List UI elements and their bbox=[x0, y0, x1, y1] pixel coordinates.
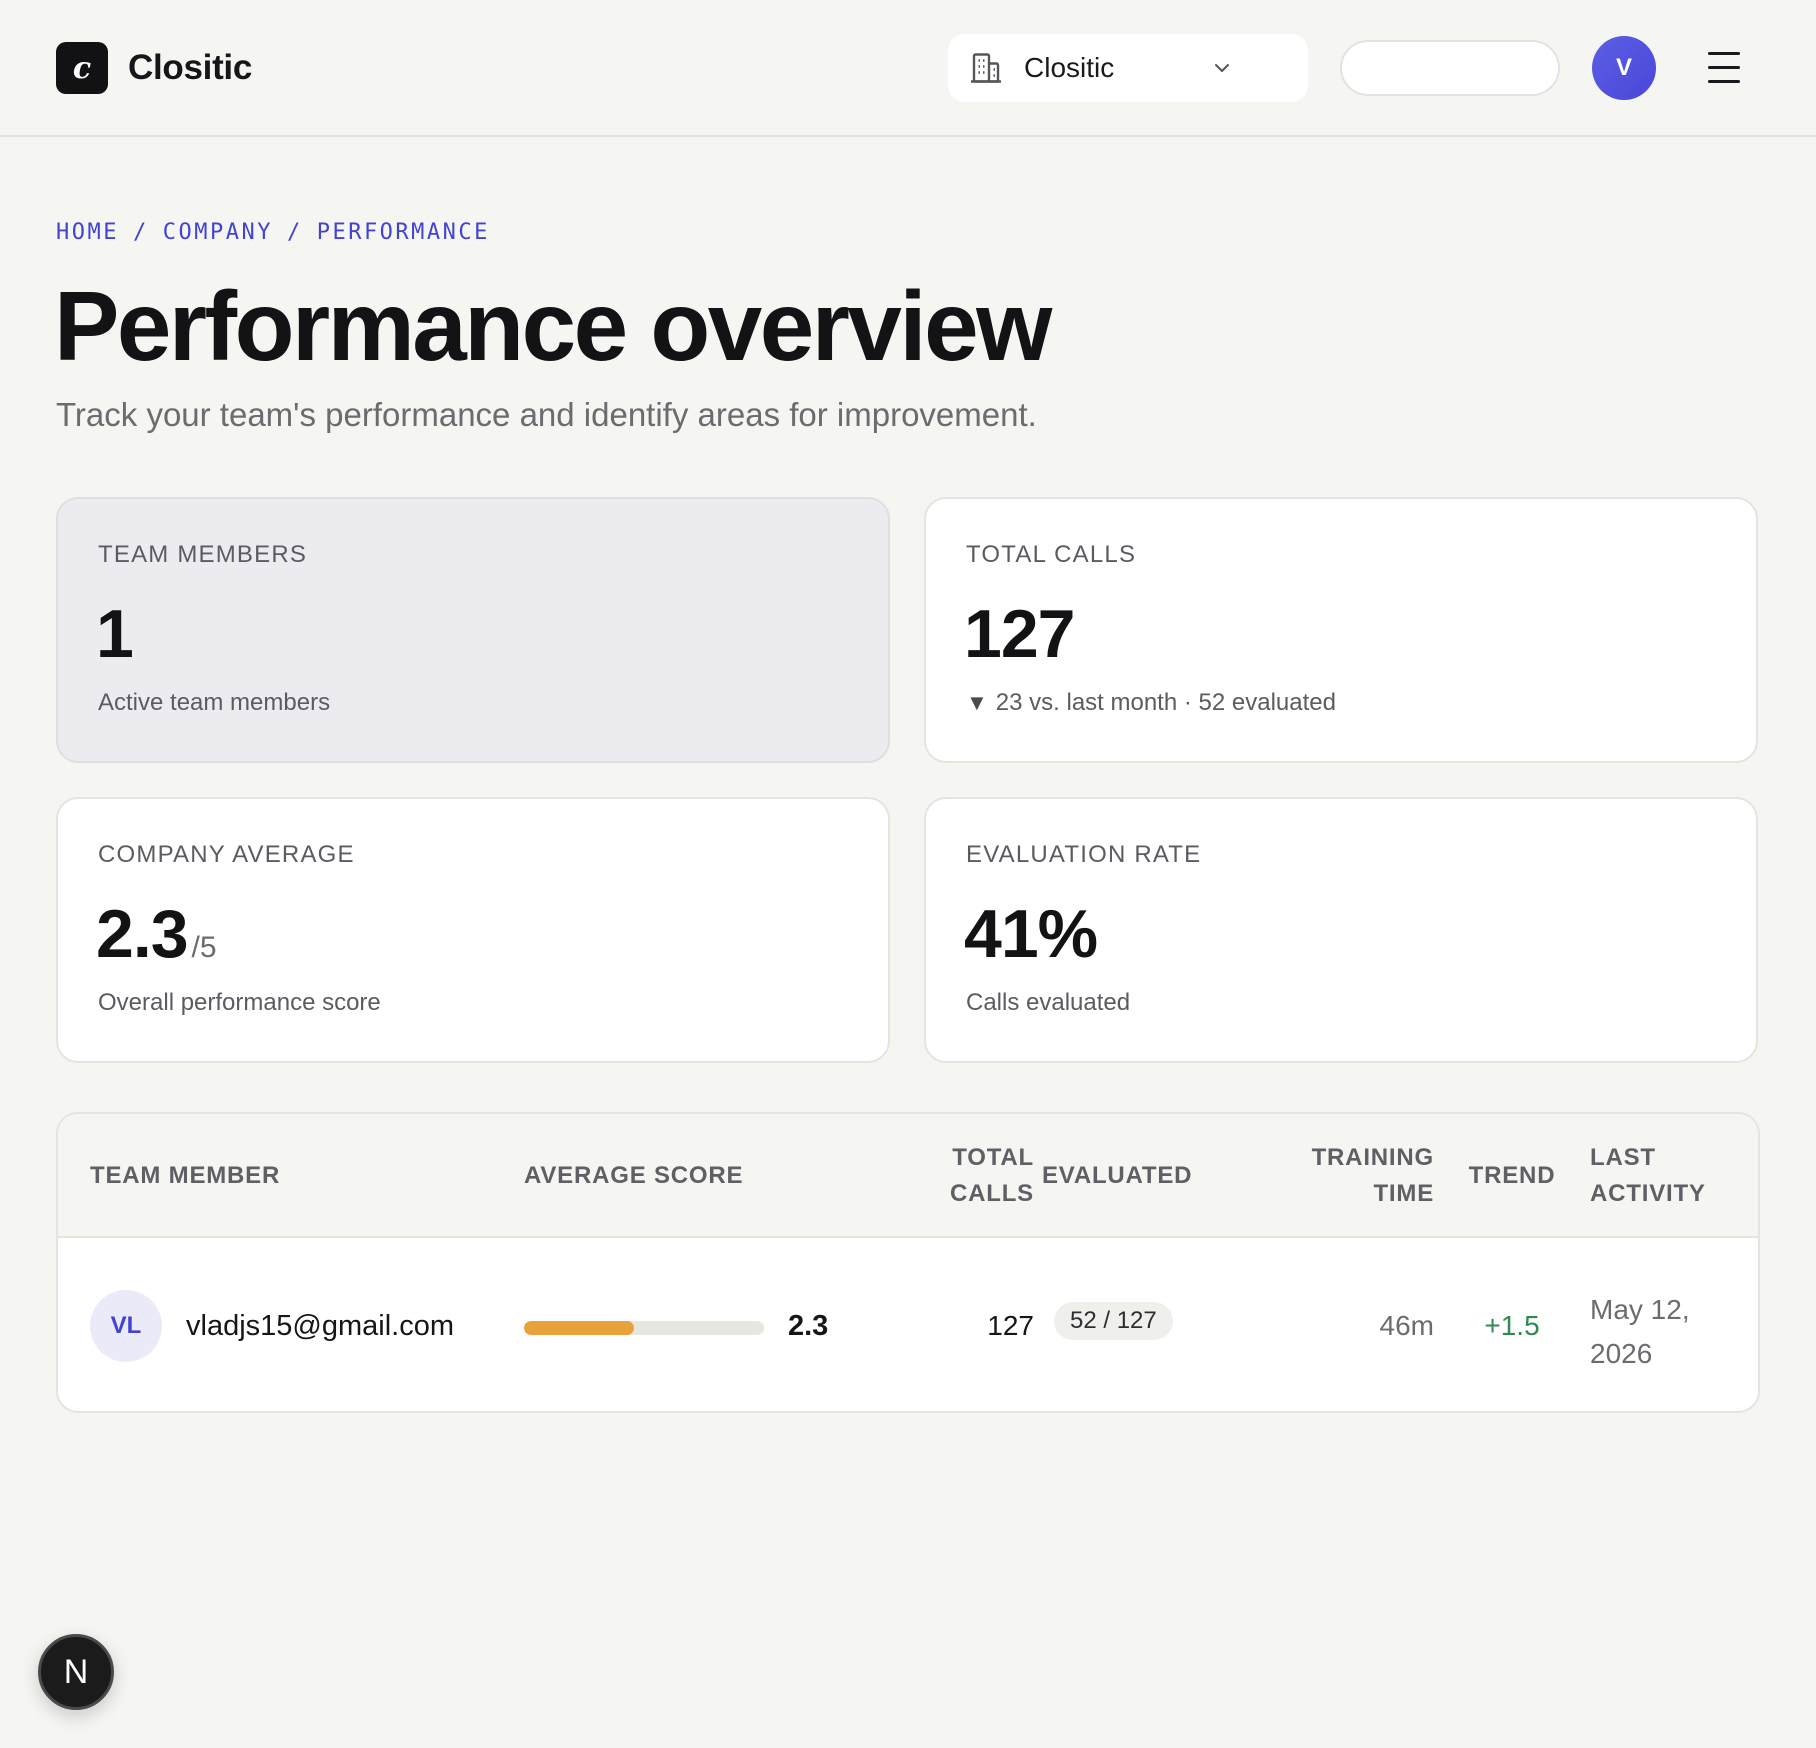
training-time-value: 46m bbox=[1379, 1310, 1434, 1341]
last-activity-value: May 12, 2026 bbox=[1590, 1288, 1730, 1376]
stat-label: TOTAL CALLS bbox=[966, 541, 1137, 568]
page-subtitle: Track your team's performance and identi… bbox=[56, 396, 1037, 433]
building-icon bbox=[971, 53, 1001, 83]
column-header-line: LAST bbox=[1590, 1144, 1656, 1171]
column-header-line: ACTIVITY bbox=[1590, 1180, 1706, 1207]
column-header-line: TOTAL bbox=[952, 1144, 1034, 1171]
last-activity-line: 2026 bbox=[1590, 1338, 1653, 1369]
stat-label: COMPANY AVERAGE bbox=[98, 841, 355, 868]
stat-value: 2.3/5 bbox=[96, 895, 217, 973]
stat-note: Overall performance score bbox=[98, 989, 381, 1016]
member-email[interactable]: vladjs15@gmail.com bbox=[186, 1310, 454, 1342]
total-calls-value: 127 bbox=[987, 1310, 1034, 1341]
stat-card-evaluation-rate[interactable]: EVALUATION RATE 41% Calls evaluated bbox=[924, 797, 1758, 1063]
stat-note: Active team members bbox=[98, 689, 331, 716]
evaluated-badge: 52 / 127 bbox=[1054, 1302, 1173, 1340]
stat-card-total-calls[interactable]: TOTAL CALLS 127 ▼ 23 vs. last month · 52 … bbox=[924, 497, 1758, 763]
breadcrumb-separator: / bbox=[286, 220, 303, 245]
menu-button[interactable] bbox=[1700, 48, 1748, 88]
stat-note-text: 23 vs. last month · 52 evaluated bbox=[995, 689, 1336, 716]
last-activity-line: May 12, bbox=[1590, 1294, 1690, 1325]
stat-value-number: 2.3 bbox=[96, 896, 189, 972]
average-score-value: 2.3 bbox=[788, 1310, 829, 1342]
triangle-down-icon: ▼ bbox=[966, 690, 988, 715]
column-header-training-time[interactable]: TRAINING TIME bbox=[1258, 1140, 1434, 1212]
column-header-line: CALLS bbox=[950, 1180, 1034, 1207]
table-row[interactable]: VL vladjs15@gmail.com 2.3 127 52 / 127 4… bbox=[58, 1238, 1758, 1411]
breadcrumb-home[interactable]: HOME bbox=[56, 220, 119, 245]
stat-value: 41% bbox=[964, 896, 1098, 972]
score-bar-fill bbox=[524, 1321, 635, 1335]
organization-select-value: Clositic bbox=[1024, 52, 1115, 83]
table-header: TEAM MEMBER AVERAGE SCORE TOTAL CALLS EV… bbox=[58, 1114, 1758, 1238]
avatar: VL bbox=[90, 1290, 162, 1362]
stat-card-company-average[interactable]: COMPANY AVERAGE 2.3/5 Overall performanc… bbox=[56, 797, 890, 1063]
breadcrumb: HOME / COMPANY / PERFORMANCE bbox=[56, 220, 490, 245]
column-header-average-score[interactable]: AVERAGE SCORE bbox=[524, 1162, 744, 1189]
organization-select[interactable]: Clositic bbox=[948, 34, 1308, 102]
brand-name[interactable]: Clositic bbox=[128, 48, 253, 87]
stat-value: 1 bbox=[96, 596, 134, 672]
column-header-trend[interactable]: TREND bbox=[1468, 1162, 1556, 1189]
breadcrumb-company[interactable]: COMPANY bbox=[162, 220, 273, 245]
stat-card-team-members[interactable]: TEAM MEMBERS 1 Active team members bbox=[56, 497, 890, 763]
stat-note: ▼ 23 vs. last month · 52 evaluated bbox=[966, 689, 1336, 717]
column-header-team-member[interactable]: TEAM MEMBER bbox=[90, 1162, 281, 1189]
column-header-line: TIME bbox=[1373, 1180, 1434, 1207]
top-bar: c Clositic Clositic V bbox=[0, 0, 1816, 137]
column-header-total-calls[interactable]: TOTAL CALLS bbox=[918, 1140, 1034, 1212]
breadcrumb-separator: / bbox=[132, 220, 149, 245]
logo-icon[interactable]: c bbox=[56, 42, 108, 94]
score-bar bbox=[524, 1321, 764, 1335]
column-header-evaluated[interactable]: EVALUATED bbox=[1042, 1162, 1193, 1189]
page-title: Performance overview bbox=[54, 271, 1052, 381]
breadcrumb-performance: PERFORMANCE bbox=[316, 220, 490, 245]
stat-label: TEAM MEMBERS bbox=[98, 541, 308, 568]
trend-value: +1.5 bbox=[1484, 1310, 1540, 1341]
stat-value-suffix: /5 bbox=[191, 931, 217, 964]
dev-tools-button[interactable]: N bbox=[38, 1634, 114, 1710]
search-input[interactable] bbox=[1340, 40, 1560, 96]
chevron-down-icon bbox=[1215, 64, 1229, 72]
user-avatar[interactable]: V bbox=[1592, 36, 1656, 100]
stat-label: EVALUATION RATE bbox=[966, 841, 1202, 868]
column-header-line: TRAINING bbox=[1311, 1144, 1434, 1171]
stat-note: Calls evaluated bbox=[966, 989, 1131, 1016]
stat-value: 127 bbox=[964, 596, 1075, 672]
column-header-last-activity[interactable]: LAST ACTIVITY bbox=[1590, 1140, 1706, 1212]
team-performance-table: TEAM MEMBER AVERAGE SCORE TOTAL CALLS EV… bbox=[56, 1112, 1760, 1413]
